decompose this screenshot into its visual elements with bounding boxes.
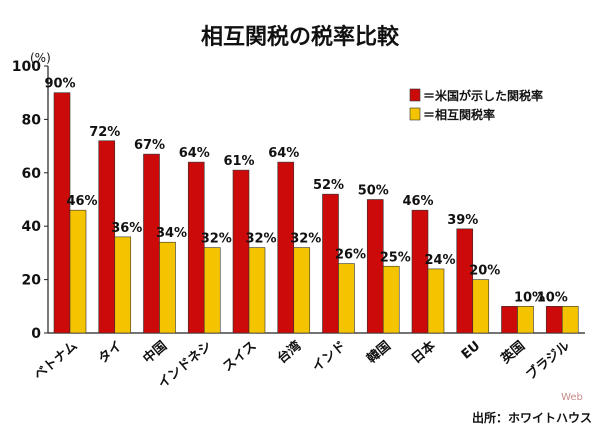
bar-value-label: 64% (268, 146, 299, 161)
bar-value-label: 32% (290, 232, 321, 247)
bar-announced-10 (501, 305, 518, 334)
bar-announced-6 (322, 193, 339, 334)
legend-label: ＝相互関税率 (423, 107, 495, 122)
bar-value-label: 26% (335, 248, 366, 263)
bar-announced-9 (456, 228, 474, 334)
legend: ＝米国が示した関税率 ＝相互関税率 (409, 88, 543, 122)
bar-value-label: 90% (44, 77, 75, 92)
bar-value-label: 67% (134, 138, 165, 153)
bar-value-label: 25% (380, 250, 411, 265)
bar-announced-5 (277, 161, 295, 334)
bar-value-label: 32% (245, 232, 276, 247)
bar-value-label: 46% (402, 194, 433, 209)
bar-reciprocal-2 (159, 241, 176, 334)
bar-value-label: 46% (66, 194, 97, 209)
bar-reciprocal-11 (561, 305, 579, 334)
bar-value-label: 61% (223, 154, 254, 169)
bar-reciprocal-7 (382, 265, 400, 334)
y-tick-label: 40 (22, 219, 42, 235)
y-tick-label: 100 (12, 59, 41, 75)
bar-value-label: 32% (201, 232, 232, 247)
bar-value-label: 24% (424, 253, 455, 268)
legend-label: ＝米国が示した関税率 (423, 88, 543, 103)
y-tick-label: 60 (22, 166, 42, 182)
bar-announced-4 (232, 169, 250, 334)
bar-value-label: 39% (447, 213, 478, 228)
chart-title: 相互関税の税率比較 (201, 24, 400, 50)
bar-reciprocal-8 (427, 268, 445, 334)
bar-value-label: 36% (111, 221, 142, 236)
bar-series-group: 90% 46% 72% 36% 67% 34% 64% 32% 61% 32% 64% 32% 52% 2… (44, 77, 579, 334)
y-axis-unit-label: (%) (30, 51, 51, 65)
bar-value-label: 72% (89, 125, 120, 140)
bar-value-label: 52% (313, 178, 344, 193)
bar-announced-2 (143, 153, 160, 334)
bar-reciprocal-6 (338, 263, 355, 334)
legend-swatch (409, 88, 421, 102)
watermark-logo: Web (561, 392, 583, 403)
bar-value-label: 34% (156, 226, 187, 241)
bar-announced-8 (411, 209, 429, 334)
y-tick-label: 80 (22, 112, 42, 128)
bar-announced-0 (53, 92, 71, 334)
bar-value-label: 64% (179, 146, 210, 161)
bar-reciprocal-0 (69, 209, 87, 334)
source-note: 出所：ホワイトハウス (472, 410, 592, 425)
bar-announced-7 (366, 199, 384, 334)
y-axis: 0 20 40 60 80 100 (12, 59, 585, 342)
y-tick-label: 0 (31, 326, 41, 342)
bar-announced-1 (98, 140, 116, 334)
bar-reciprocal-1 (114, 236, 132, 334)
bar-reciprocal-10 (517, 305, 534, 334)
bar-value-label: 20% (469, 264, 500, 279)
legend-swatch (409, 107, 421, 121)
y-tick-label: 20 (22, 273, 42, 289)
bar-reciprocal-3 (203, 247, 221, 334)
bar-value-label: 50% (358, 184, 389, 199)
bar-value-label: 10% (514, 290, 545, 305)
bar-value-label: 10% (537, 290, 568, 305)
bar-reciprocal-9 (472, 279, 490, 334)
bar-announced-3 (187, 161, 205, 334)
bar-announced-11 (545, 305, 563, 334)
bar-reciprocal-4 (248, 247, 266, 334)
bar-reciprocal-5 (293, 247, 311, 334)
